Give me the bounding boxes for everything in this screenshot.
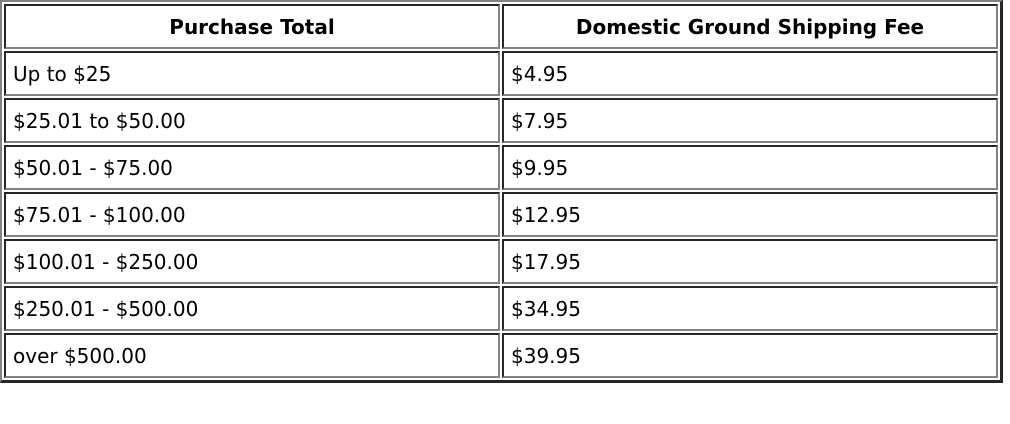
purchase-total-cell: Up to $25 bbox=[4, 51, 500, 96]
purchase-total-cell: over $500.00 bbox=[4, 333, 500, 378]
shipping-fee-cell: $34.95 bbox=[502, 286, 998, 331]
shipping-fee-cell: $39.95 bbox=[502, 333, 998, 378]
purchase-total-cell: $250.01 - $500.00 bbox=[4, 286, 500, 331]
shipping-fee-cell: $7.95 bbox=[502, 98, 998, 143]
shipping-fee-cell: $12.95 bbox=[502, 192, 998, 237]
shipping-fee-table: Purchase Total Domestic Ground Shipping … bbox=[0, 0, 1003, 383]
table-row: over $500.00 $39.95 bbox=[4, 333, 998, 378]
table-row: $50.01 - $75.00 $9.95 bbox=[4, 145, 998, 190]
table-row: $100.01 - $250.00 $17.95 bbox=[4, 239, 998, 284]
purchase-total-cell: $100.01 - $250.00 bbox=[4, 239, 500, 284]
table-row: Up to $25 $4.95 bbox=[4, 51, 998, 96]
purchase-total-cell: $75.01 - $100.00 bbox=[4, 192, 500, 237]
purchase-total-cell: $50.01 - $75.00 bbox=[4, 145, 500, 190]
header-row: Purchase Total Domestic Ground Shipping … bbox=[4, 4, 998, 49]
shipping-fee-cell: $4.95 bbox=[502, 51, 998, 96]
table-row: $250.01 - $500.00 $34.95 bbox=[4, 286, 998, 331]
shipping-fee-cell: $9.95 bbox=[502, 145, 998, 190]
table-row: $75.01 - $100.00 $12.95 bbox=[4, 192, 998, 237]
column-header-purchase-total: Purchase Total bbox=[4, 4, 500, 49]
shipping-fee-cell: $17.95 bbox=[502, 239, 998, 284]
column-header-shipping-fee: Domestic Ground Shipping Fee bbox=[502, 4, 998, 49]
purchase-total-cell: $25.01 to $50.00 bbox=[4, 98, 500, 143]
table-row: $25.01 to $50.00 $7.95 bbox=[4, 98, 998, 143]
